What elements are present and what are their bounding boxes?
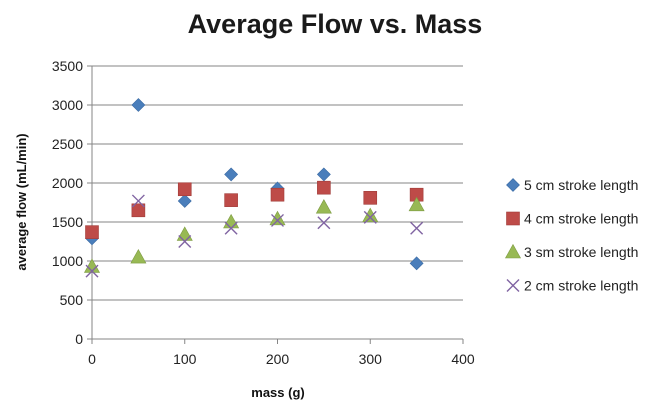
series-4	[85, 194, 424, 278]
series-3-point-7	[362, 207, 379, 223]
legend-marker-2	[506, 211, 520, 226]
y-tick-label-7: 3500	[52, 58, 83, 74]
series-2-point-7	[363, 191, 378, 205]
series-4-point-2	[131, 194, 145, 208]
series-4-point-5	[271, 213, 284, 227]
y-tick-label-6: 3000	[52, 97, 83, 113]
y-tick-label-3: 1500	[52, 214, 83, 230]
series-1	[85, 98, 424, 271]
legend-label-1: 5 cm stroke length	[524, 177, 638, 193]
axes	[87, 65, 464, 344]
x-tick-label-0: 0	[88, 351, 96, 367]
x-axis-label: mass (g)	[251, 385, 304, 400]
series-3-point-6	[315, 199, 332, 214]
series-4-point-8	[410, 221, 424, 235]
data-points	[83, 98, 425, 278]
series-4-point-1	[85, 264, 99, 278]
series-2-point-3	[177, 182, 192, 197]
series-3-point-1	[83, 258, 101, 273]
y-tick-label-4: 2000	[52, 175, 83, 191]
series-4-point-6	[317, 216, 331, 230]
legend-label-2: 4 cm stroke length	[524, 211, 638, 227]
legend-label-3: 3 sm stroke length	[524, 244, 638, 260]
x-tick-label-2: 200	[266, 351, 290, 367]
legend-marker-1	[506, 178, 520, 192]
series-2-point-2	[131, 203, 146, 218]
y-axis-label: average flow (mL/min)	[14, 133, 29, 270]
y-tick-label-1: 500	[60, 292, 84, 308]
y-tick-label-2: 1000	[52, 253, 83, 269]
series-1-point-2	[131, 98, 146, 112]
series-4-point-7	[363, 210, 377, 224]
series-2-point-6	[317, 180, 331, 195]
series-2-point-4	[224, 193, 238, 207]
x-tick-label-4: 400	[451, 351, 475, 367]
series-1-point-6	[316, 167, 331, 182]
series-2	[85, 180, 424, 239]
series-3-point-2	[130, 248, 147, 264]
legend: 5 cm stroke length 4 cm stroke length 3 sm…	[504, 177, 638, 294]
legend-item-4: 2 cm stroke length	[506, 278, 638, 294]
series-4-point-3	[178, 235, 192, 248]
chart-title: Average Flow vs. Mass	[188, 9, 483, 39]
legend-item-2: 4 cm stroke length	[506, 211, 638, 227]
legend-item-3: 3 sm stroke length	[504, 243, 638, 260]
series-1-point-4	[224, 167, 239, 182]
legend-item-1: 5 cm stroke length	[506, 177, 638, 193]
legend-label-4: 2 cm stroke length	[524, 278, 638, 294]
series-4-point-4	[224, 221, 238, 235]
series-3-point-5	[269, 210, 286, 226]
series-1-point-3	[177, 194, 192, 208]
series-3-point-3	[176, 226, 193, 241]
x-tick-label-3: 300	[359, 351, 383, 367]
tick-labels: 0 500 1000 1500 2000 2500 3000 3500 0 100 200 300 40…	[52, 58, 475, 367]
series-3-point-4	[223, 213, 240, 229]
legend-marker-4	[506, 279, 520, 292]
series-3-point-8	[408, 196, 425, 212]
series-2-point-5	[270, 187, 285, 202]
y-tick-label-5: 2500	[52, 136, 83, 152]
x-tick-label-1: 100	[173, 351, 197, 367]
series-1-point-7	[409, 256, 424, 271]
legend-marker-3	[504, 243, 522, 259]
series-2-point-1	[85, 225, 99, 239]
y-tick-label-0: 0	[75, 331, 83, 347]
